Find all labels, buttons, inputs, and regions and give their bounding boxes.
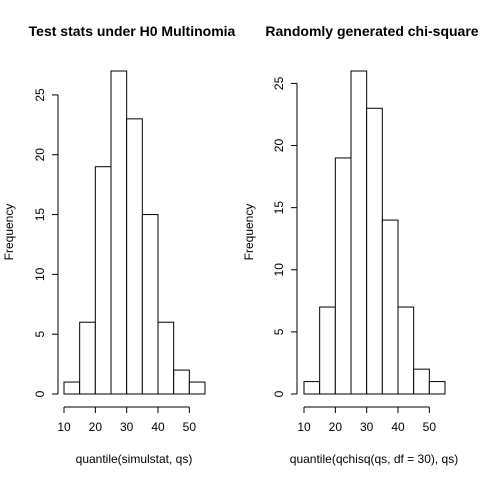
left-x-tick-label-2: 30 — [120, 420, 134, 434]
left-y-axis-label: Frequency — [2, 204, 16, 261]
left-y-tick-label-4: 20 — [33, 148, 47, 162]
right-bar-7 — [413, 368, 430, 395]
right-y-tick-label-2: 10 — [272, 263, 286, 277]
left-x-tick-label-3: 40 — [151, 420, 165, 434]
right-x-tick-label-0: 10 — [297, 420, 311, 434]
left-bars — [63, 70, 206, 395]
right-bar-2 — [334, 157, 352, 395]
left-bar-3 — [110, 70, 128, 395]
right-x-tick-label-4: 50 — [423, 420, 437, 434]
left-bar-0 — [63, 381, 81, 395]
right-bar-4 — [366, 107, 383, 395]
left-bar-6 — [157, 321, 175, 395]
left-bar-2 — [94, 166, 112, 395]
left-y-tick-label-0: 0 — [33, 390, 47, 397]
right-bar-6 — [397, 306, 415, 395]
left-bar-7 — [173, 369, 190, 395]
right-x-tick-label-1: 20 — [329, 420, 343, 434]
left-y-tick-label-1: 5 — [33, 331, 47, 338]
left-x-axis-label: quantile(simulstat, qs) — [76, 452, 193, 466]
left-x-tick-label-0: 10 — [57, 420, 71, 434]
right-y-tick-label-3: 15 — [272, 201, 286, 215]
left-y-axis: 0 5 10 15 20 25 — [33, 88, 59, 397]
left-panel: Test stats under H0 Multinomia quantile(… — [2, 23, 236, 466]
right-panel: Randomly generated chi-square quantile(q… — [242, 23, 479, 466]
right-x-tick-label-2: 30 — [360, 420, 374, 434]
right-x-axis: 10 20 30 40 50 — [297, 406, 437, 434]
right-bars — [303, 70, 446, 395]
right-y-tick-label-4: 20 — [272, 139, 286, 153]
left-y-tick-label-5: 25 — [33, 88, 47, 102]
right-y-tick-label-0: 0 — [272, 390, 286, 397]
left-x-tick-label-1: 20 — [89, 420, 103, 434]
left-y-tick-label-2: 10 — [33, 267, 47, 281]
left-x-tick-label-4: 50 — [183, 420, 197, 434]
left-chart-title: Test stats under H0 Multinomia — [29, 23, 236, 39]
right-y-axis-label: Frequency — [242, 204, 256, 261]
right-bar-1 — [319, 306, 336, 395]
left-bar-1 — [79, 321, 96, 395]
right-bar-3 — [350, 70, 368, 395]
right-x-tick-label-3: 40 — [391, 420, 405, 434]
left-bar-4 — [126, 118, 143, 395]
right-bar-0 — [303, 381, 321, 395]
left-y-tick-label-3: 15 — [33, 208, 47, 222]
left-x-axis: 10 20 30 40 50 — [57, 406, 197, 434]
right-y-tick-label-5: 25 — [272, 76, 286, 90]
right-chart-title: Randomly generated chi-square — [265, 23, 478, 39]
right-x-axis-label: quantile(qchisq(qs, df = 30), qs) — [290, 452, 458, 466]
left-bar-8 — [188, 381, 206, 395]
right-bar-8 — [428, 381, 446, 395]
right-y-tick-label-1: 5 — [272, 328, 286, 335]
right-bar-5 — [381, 219, 399, 395]
right-y-axis: 0 5 10 15 20 25 — [272, 76, 298, 397]
left-bar-5 — [141, 214, 159, 395]
